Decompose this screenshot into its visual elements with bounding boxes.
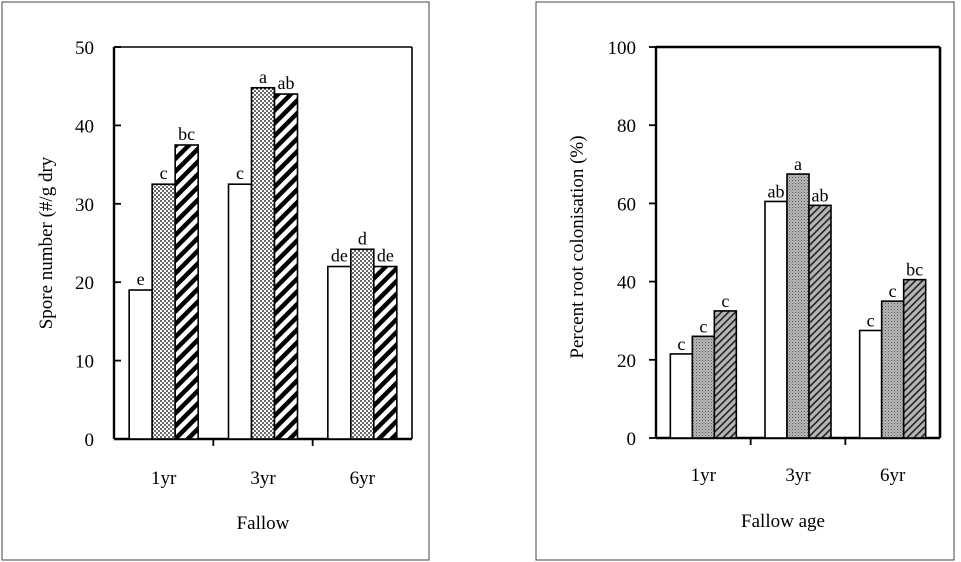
bar-3yr-series-3	[808, 204, 832, 439]
bar-significance-label: c	[699, 316, 707, 336]
bar-significance-label: ab	[768, 181, 785, 201]
x-category-label: 6yr	[880, 465, 906, 486]
y-tick-label: 40	[617, 273, 636, 294]
y-tick-label: 20	[75, 273, 94, 294]
bar-significance-label: e	[137, 269, 145, 289]
bar-significance-label: c	[889, 281, 897, 301]
bar-significance-label: c	[236, 163, 244, 183]
bar-6yr-series-1	[327, 265, 352, 440]
y-tick-label: 60	[617, 194, 636, 215]
x-axis-title: Fallow age	[741, 511, 825, 532]
bar-significance-label: d	[358, 228, 367, 248]
bar-significance-label: a	[794, 154, 802, 174]
bar-3yr-series-2	[250, 86, 276, 440]
bar-6yr-series-2	[350, 248, 375, 440]
x-category-label: 3yr	[250, 468, 276, 489]
chart-root-colonisation: 020406080100ccc1yrabaab3yrccbc6yrFallow …	[567, 38, 942, 532]
y-tick-label: 50	[75, 38, 94, 59]
y-tick-label: 80	[617, 116, 636, 137]
bar-3yr-series-2	[786, 173, 810, 439]
bar-3yr-series-1	[227, 183, 253, 440]
y-tick-label: 20	[617, 351, 636, 372]
bar-significance-label: bc	[178, 124, 195, 144]
y-tick-label: 30	[75, 195, 94, 216]
x-category-label: 3yr	[785, 465, 811, 486]
bar-6yr-series-1	[858, 329, 883, 439]
y-tick-label: 0	[627, 429, 637, 450]
y-axis-title: Percent root colonisation (%)	[567, 135, 588, 358]
bar-significance-label: ab	[278, 73, 295, 93]
y-axis-title: Spore number (#/g dry	[36, 156, 57, 329]
bar-significance-label: bc	[906, 260, 923, 280]
x-category-label: 6yr	[350, 468, 376, 489]
bar-significance-label: de	[377, 246, 394, 266]
bar-6yr-series-3	[373, 265, 398, 440]
bar-significance-label: c	[867, 310, 875, 330]
y-tick-label: 40	[75, 116, 94, 137]
x-axis-title: Fallow	[237, 513, 290, 534]
bar-significance-label: de	[331, 246, 348, 266]
bar-3yr-series-3	[273, 93, 299, 440]
bar-1yr-series-1	[128, 289, 153, 440]
y-tick-label: 0	[85, 430, 95, 451]
bar-1yr-series-2	[691, 335, 716, 439]
y-tick-label: 100	[608, 38, 637, 59]
bar-1yr-series-3	[174, 144, 199, 440]
bar-6yr-series-3	[902, 278, 927, 439]
bar-1yr-series-3	[713, 310, 738, 439]
bar-3yr-series-1	[764, 200, 788, 439]
x-category-label: 1yr	[151, 468, 177, 489]
bar-significance-label: c	[677, 334, 685, 354]
panel-right-frame	[535, 1, 955, 561]
bar-6yr-series-2	[880, 300, 905, 439]
panel-left-frame	[1, 1, 430, 561]
bar-1yr-series-1	[669, 353, 694, 439]
bar-significance-label: a	[259, 67, 267, 87]
y-tick-label: 10	[75, 352, 94, 373]
bar-significance-label: ab	[812, 185, 829, 205]
bar-significance-label: c	[160, 163, 168, 183]
bar-significance-label: c	[721, 291, 729, 311]
x-category-label: 1yr	[691, 465, 717, 486]
bar-1yr-series-2	[151, 183, 176, 440]
